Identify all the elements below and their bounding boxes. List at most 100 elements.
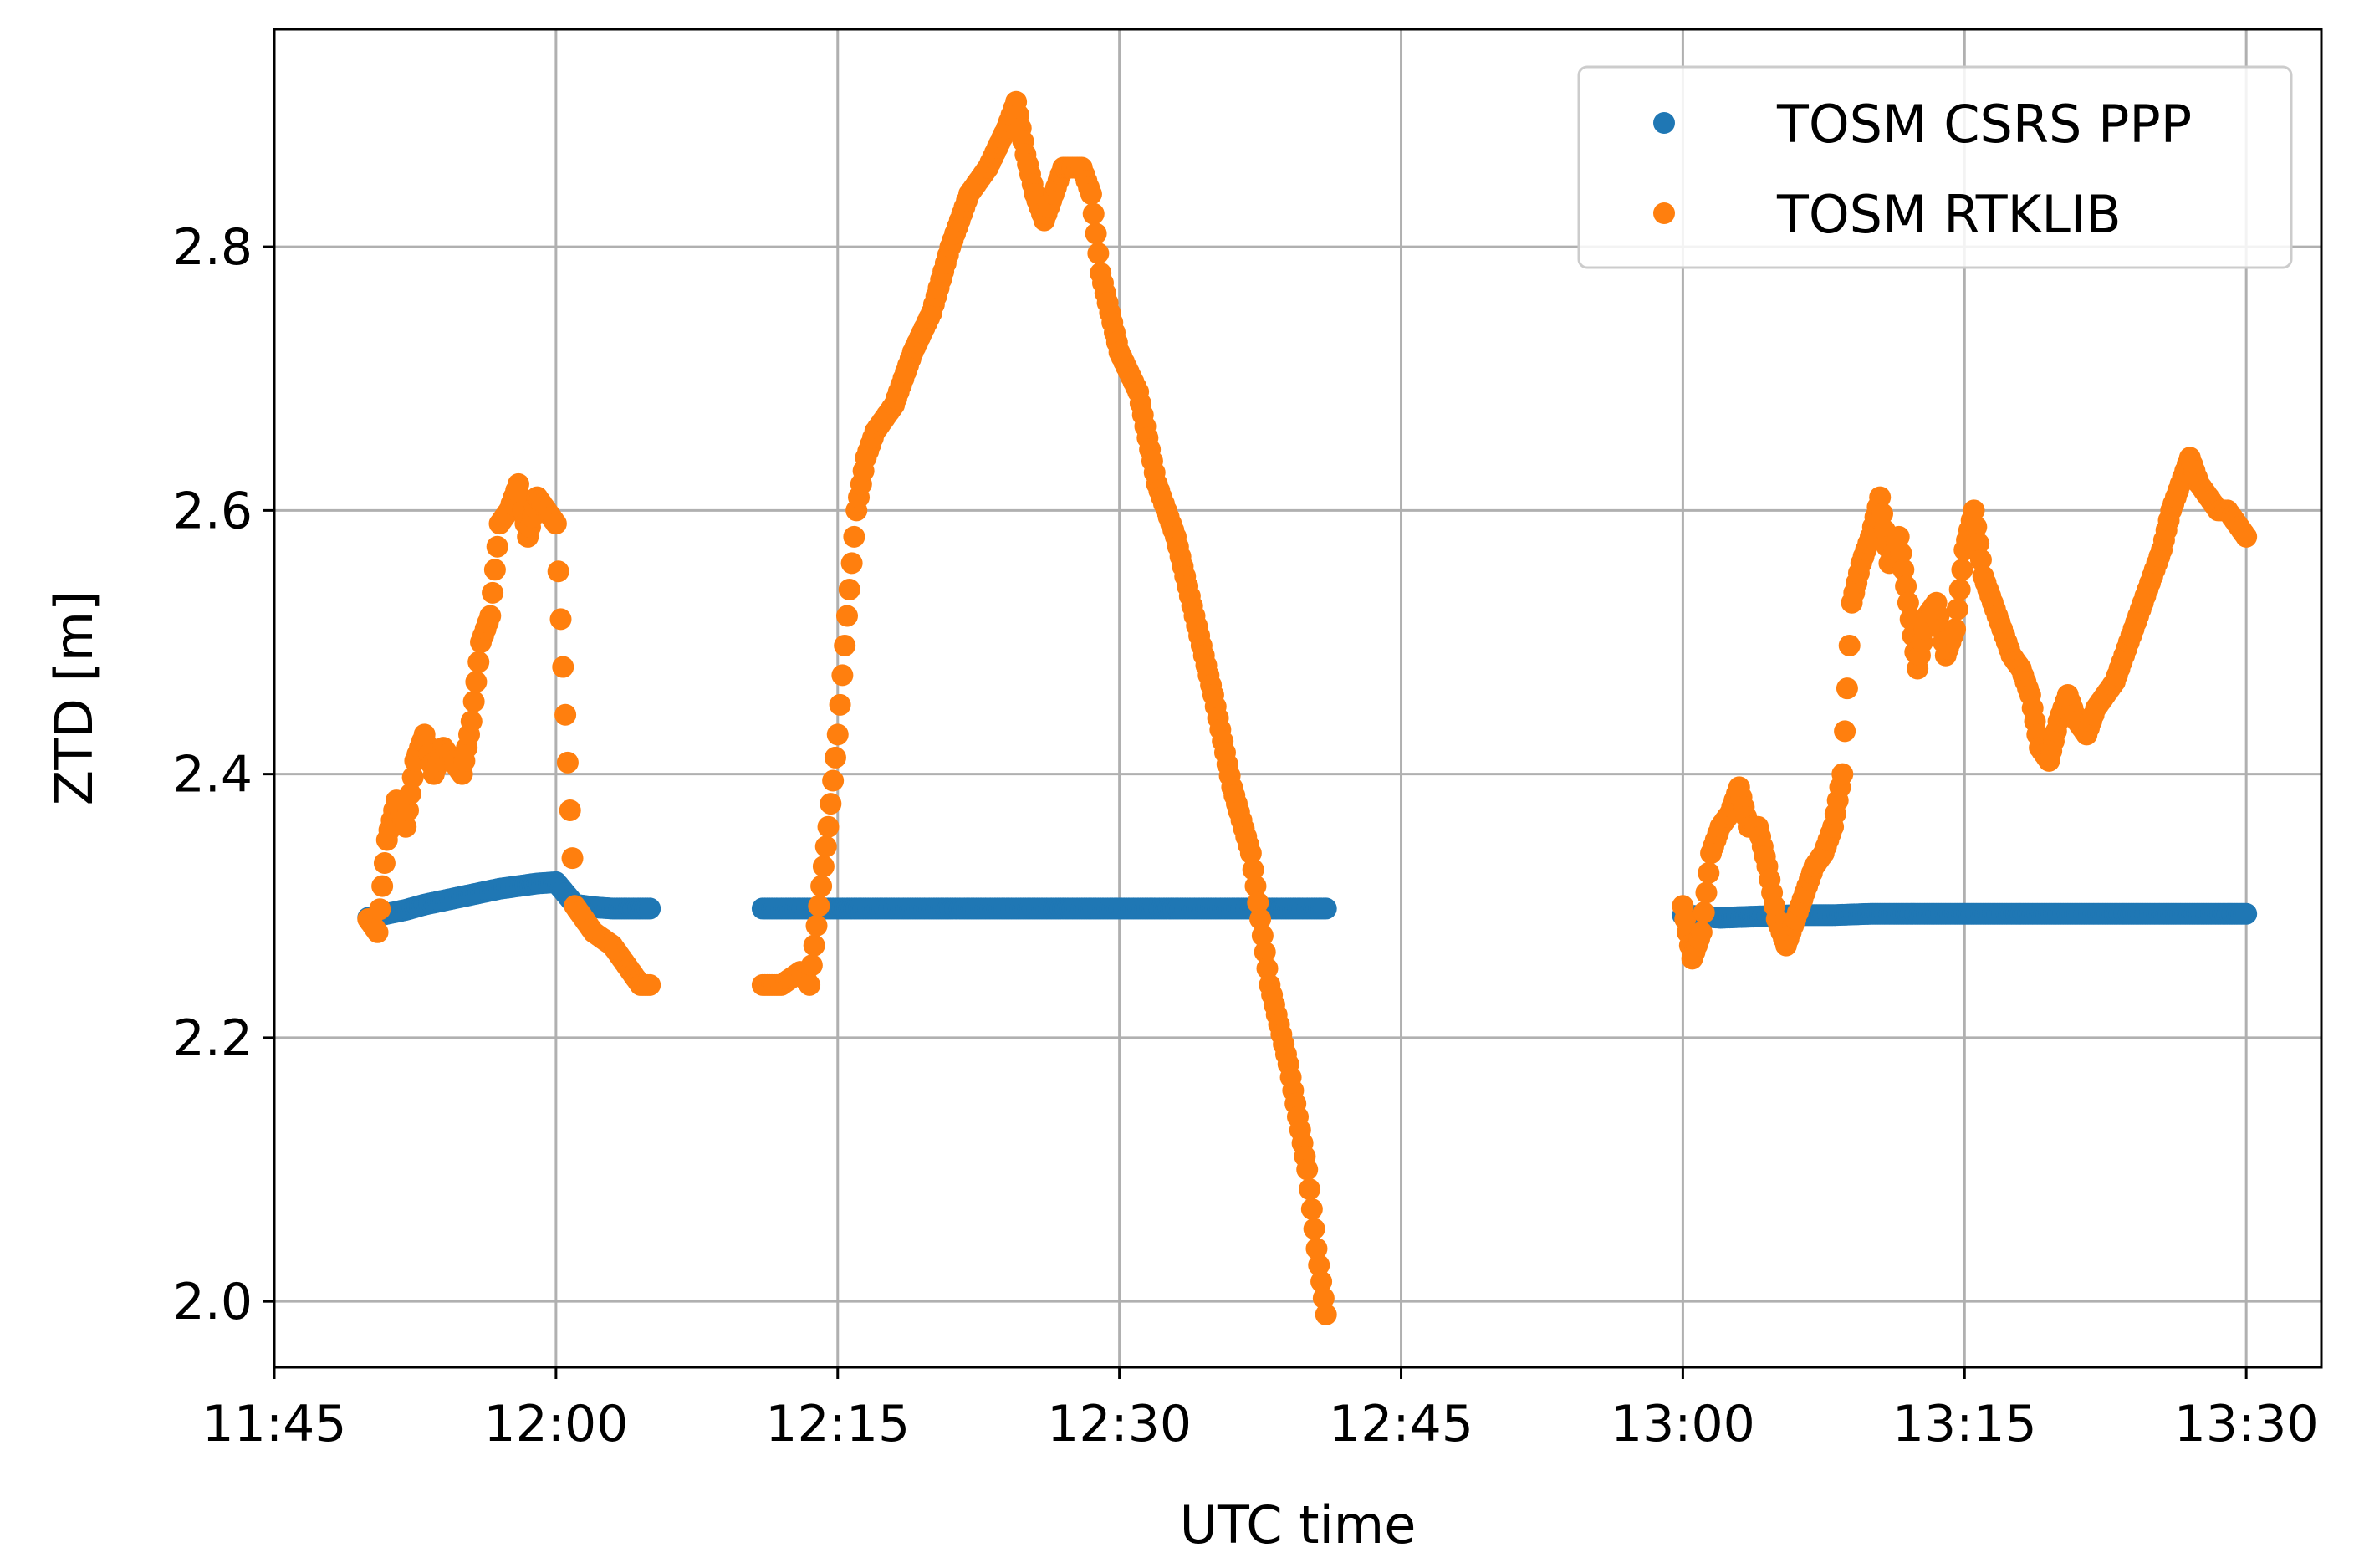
data-point [1244, 875, 1267, 897]
data-point [547, 560, 569, 583]
data-point [831, 664, 854, 687]
axes-frame [273, 28, 2323, 1369]
data-point [395, 815, 417, 838]
data-point [1895, 575, 1917, 598]
x-tick-label: 13:00 [1611, 1395, 1755, 1453]
data-point [462, 690, 485, 712]
data-point [1836, 677, 1858, 700]
series-1 [357, 90, 2258, 1325]
y-tick-label: 2.0 [173, 1273, 253, 1331]
data-point [835, 605, 858, 627]
data-point [800, 954, 823, 977]
data-point [1247, 891, 1269, 914]
data-point [1315, 1303, 1337, 1325]
data-point [401, 766, 424, 789]
data-point [479, 605, 502, 627]
data-point [808, 895, 830, 917]
y-tick-label: 2.8 [173, 218, 253, 277]
data-point [1695, 881, 1718, 904]
data-point [373, 852, 396, 875]
data-point [1303, 1218, 1325, 1240]
data-point [1254, 941, 1276, 963]
data-point [814, 835, 837, 858]
data-point [371, 875, 394, 897]
data-point [1239, 842, 1262, 865]
data-point [838, 578, 860, 600]
y-tick-label: 2.6 [173, 482, 253, 540]
data-point [483, 559, 506, 581]
data-point [822, 769, 845, 792]
data-point [1948, 578, 1971, 600]
legend-label-rtklib: TOSM RTKLIB [1776, 184, 2122, 245]
data-point [812, 855, 835, 877]
plot-area [357, 90, 2258, 1325]
data-point [559, 799, 581, 821]
data-point [1312, 1287, 1335, 1310]
data-point [1890, 542, 1912, 564]
data-point [1831, 763, 1854, 785]
data-point [1892, 559, 1915, 581]
x-tick-label: 13:30 [2174, 1395, 2319, 1453]
data-point [1087, 242, 1110, 264]
data-point [1869, 486, 1892, 508]
data-point [561, 847, 584, 870]
data-point [1690, 921, 1713, 943]
x-tick-label: 11:45 [202, 1395, 347, 1453]
data-point [1299, 1178, 1321, 1201]
legend-marker-rtklib [1653, 202, 1675, 224]
x-tick-label: 13:15 [1892, 1395, 2037, 1453]
ticks: 11:45 12:00 12:15 12:30 12:45 13:00 13:15 13:30… [173, 218, 2319, 1453]
data-point [467, 651, 490, 673]
data-point [1251, 924, 1274, 947]
legend-label-ppp: TOSM CSRS PPP [1776, 94, 2192, 155]
data-point [486, 535, 508, 558]
data-point [1834, 720, 1856, 743]
data-point [549, 608, 572, 631]
data-point [1944, 618, 1967, 641]
y-axis-title: ZTD [m] [43, 591, 105, 806]
data-point [1242, 858, 1264, 881]
data-point [366, 921, 389, 943]
data-point [554, 703, 577, 726]
data-point [805, 914, 828, 937]
data-point [817, 815, 840, 838]
data-point [482, 581, 504, 604]
x-tick-label: 12:45 [1329, 1395, 1473, 1453]
data-point [834, 634, 856, 656]
data-point [397, 799, 420, 821]
y-tick-label: 2.2 [173, 1009, 253, 1068]
data-point [1305, 1238, 1328, 1260]
data-point [1296, 1158, 1319, 1181]
data-point [1897, 591, 1919, 614]
data-point [2235, 525, 2258, 548]
data-point [399, 783, 421, 805]
data-point [639, 897, 661, 920]
data-point [820, 793, 842, 815]
x-tick-label: 12:00 [483, 1395, 628, 1453]
data-point [810, 875, 833, 897]
data-point [799, 973, 821, 996]
data-point [369, 898, 391, 921]
data-point [1871, 503, 1894, 525]
data-point [1315, 897, 1337, 920]
data-point [1256, 958, 1279, 980]
data-point [1300, 1198, 1323, 1220]
data-point [1085, 222, 1107, 245]
legend-box [1577, 65, 2293, 269]
data-point [1946, 598, 1968, 621]
data-point [803, 934, 825, 957]
data-point [1698, 861, 1720, 884]
data-point [843, 525, 865, 548]
data-point [1082, 202, 1105, 225]
data-point [639, 973, 661, 996]
legend: TOSM CSRS PPP TOSM RTKLIB [1577, 65, 2293, 269]
data-point [1965, 516, 1988, 539]
data-point [2235, 902, 2258, 925]
data-point [1969, 549, 1992, 571]
data-point [1310, 1270, 1333, 1293]
data-point [465, 671, 488, 693]
data-point [829, 693, 851, 716]
data-point [544, 513, 567, 535]
data-point [1080, 183, 1102, 206]
data-point [824, 746, 846, 769]
